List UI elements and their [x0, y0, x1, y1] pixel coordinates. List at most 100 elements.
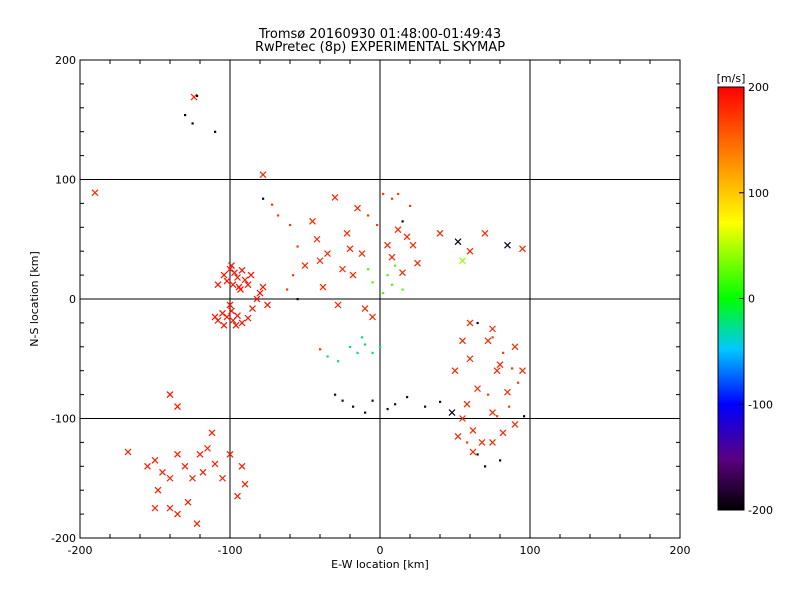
data-point-cross: [346, 245, 354, 253]
data-point-dot: [371, 281, 374, 284]
data-point-dot: [292, 274, 295, 277]
data-point-dot: [376, 223, 379, 227]
data-point-cross: [369, 313, 376, 321]
data-point-cross: [343, 229, 351, 237]
y-tick-label: 100: [55, 174, 76, 187]
data-point-dot: [406, 395, 409, 399]
data-point-dot: [424, 405, 427, 408]
data-point-cross: [208, 429, 216, 437]
data-point-cross: [489, 438, 496, 446]
data-point-dot: [296, 298, 299, 301]
y-tick-label: 0: [69, 293, 76, 306]
data-point-cross: [454, 238, 462, 246]
data-point-cross: [511, 421, 519, 428]
data-point-cross: [264, 301, 271, 309]
data-point-cross: [259, 283, 267, 291]
data-point-dot: [371, 351, 374, 354]
data-point-cross: [331, 194, 339, 201]
data-point-cross: [334, 301, 342, 309]
colorbar-tick-label: 200: [748, 81, 769, 94]
data-point-cross: [159, 468, 166, 476]
data-point-dot: [361, 336, 364, 339]
colorbar: 200 100 0 -100 -200 [m/s]: [717, 72, 773, 517]
data-point-cross: [478, 438, 486, 446]
data-point-cross: [219, 309, 226, 317]
data-point-cross: [199, 468, 207, 476]
data-point-cross: [234, 492, 241, 500]
data-point-cross: [237, 286, 244, 293]
data-point-dot: [491, 336, 494, 339]
data-point-cross: [504, 241, 511, 249]
data-point-cross: [466, 319, 474, 327]
data-point-dot: [196, 94, 199, 98]
data-point-cross: [519, 367, 526, 375]
data-point-dot: [394, 403, 397, 406]
x-tick-label: -100: [218, 544, 243, 557]
data-point-cross: [319, 283, 327, 291]
data-point-dot: [401, 288, 404, 291]
data-point-dot: [502, 351, 505, 354]
data-point-cross: [241, 276, 249, 284]
data-point-cross: [196, 450, 204, 458]
colorbar-tick-label: 0: [748, 293, 755, 306]
data-point-dot: [511, 367, 514, 370]
data-point-dot: [341, 399, 344, 402]
data-point-cross: [469, 448, 477, 456]
x-tick-label: 200: [670, 544, 691, 557]
data-point-dot: [401, 220, 404, 223]
data-point-dot: [349, 345, 352, 348]
data-point-dot: [356, 351, 359, 354]
data-point-cross: [181, 462, 189, 470]
data-point-dot: [517, 381, 520, 384]
data-point-dot: [286, 288, 289, 291]
data-point-cross: [466, 247, 474, 255]
data-point-dot: [496, 415, 499, 418]
data-point-cross: [231, 269, 238, 277]
x-tick-label: 100: [520, 544, 541, 557]
data-point-cross: [459, 337, 466, 345]
data-point-cross: [463, 400, 471, 408]
data-point-dot: [476, 453, 479, 456]
data-point-dot: [277, 214, 280, 217]
data-point-dot: [364, 411, 367, 414]
data-point-cross: [354, 204, 361, 212]
data-point-cross: [219, 474, 226, 482]
data-point-dot: [382, 292, 385, 295]
data-point-cross: [511, 343, 519, 351]
data-point-dot: [409, 204, 412, 207]
data-point-dot: [499, 459, 502, 462]
data-point-cross: [394, 226, 402, 234]
data-point-cross: [220, 321, 228, 329]
grid-lines: [80, 60, 680, 538]
data-point-cross: [469, 427, 477, 434]
data-point-cross: [481, 229, 489, 237]
data-point-cross: [388, 253, 396, 261]
data-point-dot: [508, 405, 511, 408]
data-point-cross: [399, 269, 406, 277]
data-point-cross: [226, 301, 234, 309]
data-point-cross: [384, 241, 391, 249]
data-point-cross: [489, 409, 496, 416]
data-point-dot: [397, 192, 400, 196]
data-point-cross: [228, 262, 235, 269]
data-point-cross: [241, 480, 249, 488]
data-point-cross: [249, 305, 256, 312]
data-point-cross: [166, 391, 174, 399]
data-point-cross: [324, 250, 331, 258]
data-point-cross: [214, 281, 222, 289]
data-point-cross: [229, 281, 237, 289]
data-point-cross: [519, 245, 526, 253]
data-point-cross: [151, 504, 159, 512]
data-point-cross: [174, 450, 181, 458]
data-point-cross: [448, 409, 456, 416]
data-point-cross: [474, 385, 481, 393]
data-point-cross: [459, 415, 466, 422]
data-point-dot: [476, 321, 479, 325]
data-point-cross: [91, 189, 99, 197]
data-point-cross: [493, 367, 501, 375]
data-point-dot: [326, 355, 329, 358]
data-point-cross: [309, 217, 316, 225]
plot-frame: [79, 59, 681, 539]
colorbar-tick-label: 100: [748, 187, 769, 200]
data-point-cross: [238, 266, 246, 274]
